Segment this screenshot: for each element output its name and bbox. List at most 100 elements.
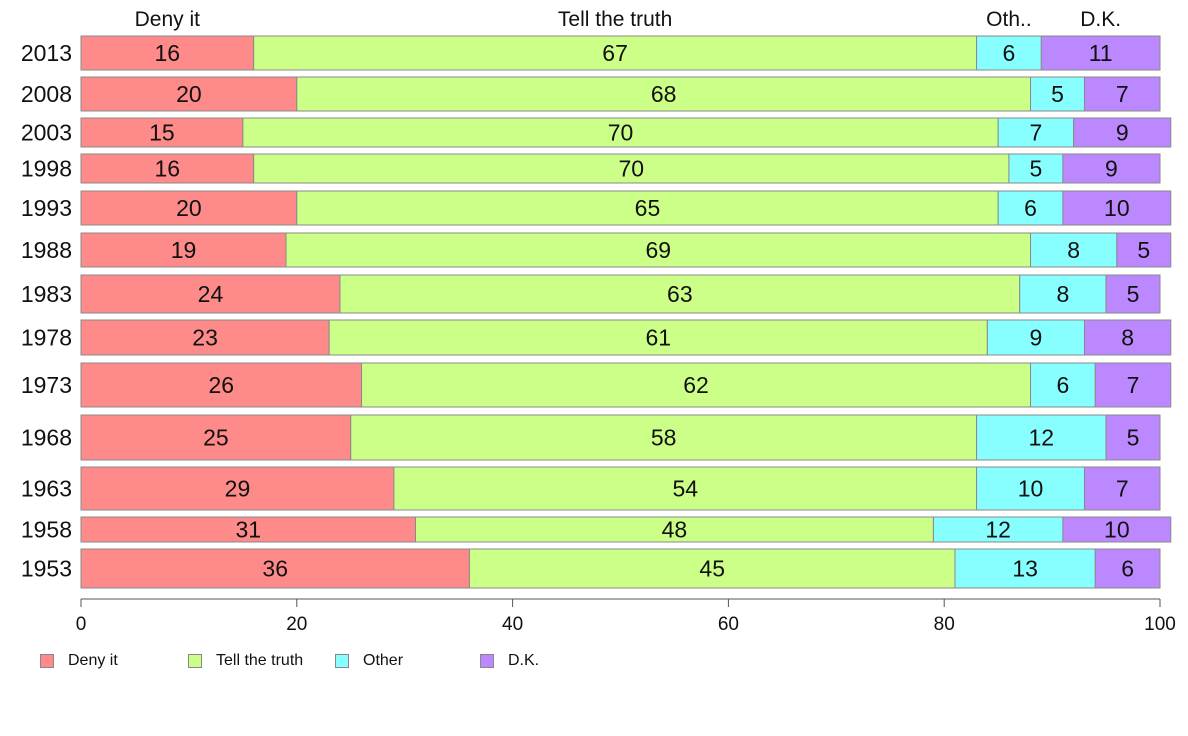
data-label: 15	[149, 120, 175, 146]
bar-row: 1963 29 54 10 7	[21, 466, 1161, 511]
data-label: 70	[618, 156, 644, 182]
bar-row: 2008 20 68 5 7	[21, 76, 1161, 112]
bar-segment	[1030, 232, 1118, 268]
bar-row: 1993 20 65 6 10	[21, 190, 1172, 226]
data-label: 5	[1030, 156, 1043, 182]
bar-row: 2003 15 70 7 9	[21, 117, 1172, 148]
data-label: 63	[667, 281, 693, 307]
legend-swatch	[40, 654, 54, 668]
bar-segment	[253, 35, 978, 71]
data-label: 12	[1029, 425, 1055, 451]
bar-segment	[1040, 35, 1161, 71]
bar-segment	[80, 516, 416, 543]
data-label: 8	[1121, 325, 1134, 351]
legend-swatch	[188, 654, 202, 668]
bar-segment	[1073, 117, 1172, 148]
bar-segment	[997, 190, 1064, 226]
bar-segment	[80, 232, 287, 268]
column-headers: Deny it Tell the truth Oth.. D.K.	[135, 8, 1121, 31]
data-label: 5	[1137, 237, 1150, 263]
bar-segment	[1062, 153, 1161, 184]
row-label: 1953	[21, 556, 72, 582]
row-label: 1988	[21, 237, 72, 263]
legend: Deny it Tell the truth Other D.K.	[40, 652, 740, 674]
legend-label: Deny it	[68, 652, 118, 669]
x-tick-label: 40	[502, 614, 523, 635]
data-label: 20	[176, 81, 202, 107]
bar-segment	[80, 466, 395, 511]
data-label: 10	[1104, 195, 1130, 221]
x-tick-label: 20	[286, 614, 307, 635]
row-label: 1958	[21, 517, 72, 543]
row-label: 1993	[21, 195, 72, 221]
data-label: 20	[176, 195, 202, 221]
bar-segment	[296, 190, 999, 226]
legend-label: Tell the truth	[216, 652, 304, 669]
data-label: 36	[262, 556, 288, 582]
bar-segment	[976, 35, 1042, 71]
legend-label: D.K.	[508, 652, 540, 669]
data-label: 54	[672, 476, 698, 502]
data-label: 70	[608, 120, 634, 146]
x-tick-label: 80	[934, 614, 955, 635]
data-label: 10	[1018, 476, 1044, 502]
bar-segment	[954, 548, 1096, 589]
bar-segment	[1094, 362, 1172, 408]
bar-segment	[1030, 76, 1085, 112]
bar-row: 1988 19 69 8 5	[21, 232, 1172, 268]
data-label: 9	[1030, 325, 1043, 351]
data-label: 7	[1030, 120, 1043, 146]
bar-segment	[1105, 274, 1161, 314]
column-header-1: Tell the truth	[558, 8, 672, 31]
bar-row: 1958 31 48 12 10	[21, 516, 1172, 543]
row-label: 2008	[21, 81, 72, 107]
bar-row: 1968 25 58 12 5	[21, 414, 1161, 461]
bar-segment	[1030, 362, 1096, 408]
row-label: 2013	[21, 40, 72, 66]
legend-item: Deny it	[40, 652, 118, 670]
bar-segment	[1083, 319, 1172, 356]
bar-segment	[285, 232, 1032, 268]
data-label: 12	[985, 517, 1011, 543]
bar-row: 1973 26 62 6 7	[21, 362, 1172, 408]
bar-row: 1998 16 70 5 9	[21, 153, 1161, 184]
bar-segment	[80, 274, 341, 314]
x-tick-label: 0	[76, 614, 87, 635]
x-tick-label: 100	[1144, 614, 1176, 635]
data-label: 6	[1121, 556, 1134, 582]
bar-segment	[361, 362, 1032, 408]
bar-segment	[1083, 466, 1161, 511]
row-label: 1973	[21, 372, 72, 398]
bar-segment	[1062, 516, 1172, 543]
data-label: 23	[192, 325, 218, 351]
row-label: 1983	[21, 281, 72, 307]
bar-segment	[80, 35, 255, 71]
data-label: 9	[1105, 156, 1118, 182]
data-label: 69	[645, 237, 671, 263]
data-label: 19	[171, 237, 197, 263]
data-label: 5	[1127, 425, 1140, 451]
data-label: 31	[235, 517, 261, 543]
data-label: 29	[225, 476, 251, 502]
data-label: 11	[1089, 40, 1113, 66]
bar-segment	[80, 76, 298, 112]
column-header-0: Deny it	[135, 8, 201, 31]
bar-segment	[80, 117, 244, 148]
bar-segment	[242, 117, 999, 148]
bar-row: 1953 36 45 13 6	[21, 548, 1161, 589]
data-label: 62	[683, 372, 709, 398]
bar-segment	[1105, 414, 1161, 461]
bar-segment	[932, 516, 1064, 543]
bar-segment	[80, 414, 352, 461]
x-tick-label: 60	[718, 614, 739, 635]
data-label: 9	[1116, 120, 1129, 146]
bar-row: 1978 23 61 9 8	[21, 319, 1172, 356]
bar-segment	[350, 414, 978, 461]
data-label: 8	[1067, 237, 1080, 263]
data-label: 65	[635, 195, 661, 221]
x-axis: 0 20 40 60 80 100	[76, 598, 1176, 635]
row-label: 1963	[21, 476, 72, 502]
data-label: 5	[1051, 81, 1064, 107]
bar-segment	[1062, 190, 1172, 226]
